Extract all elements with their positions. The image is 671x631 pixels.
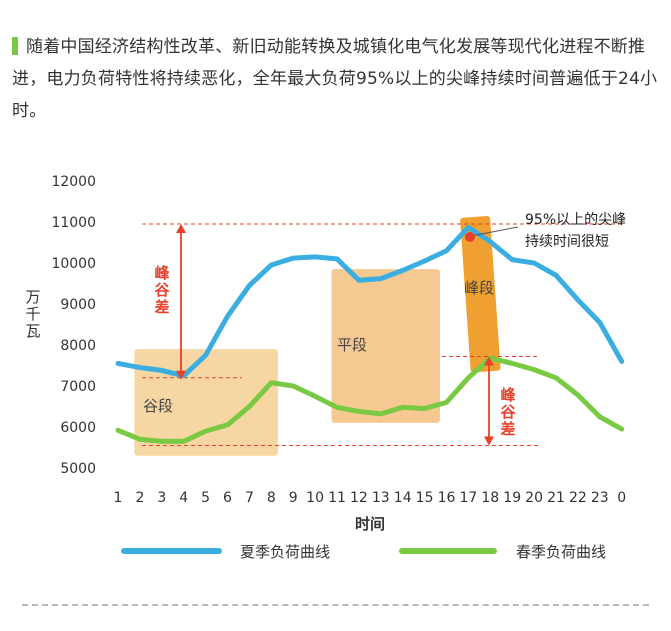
left-diff-arrow-head-top: [176, 224, 186, 234]
y-tick-label: 12000: [51, 174, 96, 190]
y-axis-label-char: 千: [25, 305, 40, 323]
intro-accent-bar: [12, 37, 18, 55]
y-tick-label: 10000: [51, 256, 96, 272]
x-tick-label: 5: [201, 490, 210, 506]
y-tick-label: 11000: [51, 215, 96, 231]
peak-note-line2: 持续时间很短: [525, 233, 609, 250]
x-tick-label: 10: [306, 490, 324, 506]
x-tick-label: 15: [416, 490, 434, 506]
x-tick-label: 0: [617, 490, 626, 506]
x-tick-label: 22: [569, 490, 587, 506]
legend-spring-label: 春季负荷曲线: [516, 543, 606, 561]
x-tick-label: 21: [547, 490, 565, 506]
y-tick-label: 9000: [60, 297, 96, 313]
x-tick-label: 6: [223, 490, 232, 506]
x-tick-label: 23: [591, 490, 609, 506]
segment-flat-box: [331, 269, 440, 423]
right-diff-arrow-head-top: [484, 356, 494, 366]
x-tick-label: 18: [481, 490, 499, 506]
segment-peak-box: [460, 216, 501, 373]
intro-paragraph: 随着中国经济结构性改革、新旧动能转换及城镇化电气化发展等现代化进程不断推进，电力…: [12, 31, 662, 127]
segment-peak-label: 峰段: [464, 279, 494, 297]
y-tick-label: 8000: [60, 338, 96, 354]
y-tick-label: 7000: [60, 379, 96, 395]
left-diff-label-char: 峰: [154, 264, 170, 282]
x-tick-label: 11: [328, 490, 346, 506]
x-tick-label: 16: [438, 490, 456, 506]
right-diff-label-char: 谷: [500, 403, 516, 421]
x-tick-label: 14: [394, 490, 412, 506]
x-tick-label: 7: [245, 490, 254, 506]
x-tick-label: 9: [289, 490, 298, 506]
spring-load-line: [115, 355, 625, 444]
x-tick-label: 4: [179, 490, 188, 506]
peak-note-line1: 95%以上的尖峰: [525, 212, 626, 228]
segment-valley-label: 谷段: [143, 397, 173, 415]
left-diff-label-char: 谷: [154, 281, 170, 299]
right-diff-arrow-head-bottom: [484, 436, 494, 446]
x-tick-label: 1: [114, 490, 123, 506]
y-axis-label-char: 万: [25, 288, 40, 306]
right-diff-label-char: 差: [500, 420, 515, 438]
x-tick-label: 8: [267, 490, 276, 506]
x-axis-label: 时间: [355, 515, 385, 533]
peak-note-leader: [470, 226, 519, 237]
x-tick-label: 12: [350, 490, 368, 506]
peak-marker: [465, 232, 475, 242]
x-tick-label: 20: [525, 490, 543, 506]
left-diff-label-char: 差: [154, 298, 169, 316]
footer-divider: [22, 604, 649, 606]
x-tick-label: 13: [372, 490, 390, 506]
intro-text: 随着中国经济结构性改革、新旧动能转换及城镇化电气化发展等现代化进程不断推进，电力…: [12, 37, 658, 121]
x-tick-label: 17: [459, 490, 477, 506]
summer-load-line: [115, 224, 625, 379]
legend-summer-label: 夏季负荷曲线: [240, 543, 330, 561]
y-tick-label: 5000: [60, 461, 96, 477]
x-tick-label: 19: [503, 490, 521, 506]
y-axis-label-char: 瓦: [25, 322, 40, 340]
segment-flat-label: 平段: [337, 336, 367, 354]
x-tick-label: 3: [157, 490, 166, 506]
segment-valley-box: [134, 349, 278, 456]
left-diff-arrow-head-bottom: [176, 370, 186, 380]
x-tick-label: 2: [135, 490, 144, 506]
right-diff-label-char: 峰: [500, 386, 516, 404]
y-tick-label: 6000: [60, 420, 96, 436]
